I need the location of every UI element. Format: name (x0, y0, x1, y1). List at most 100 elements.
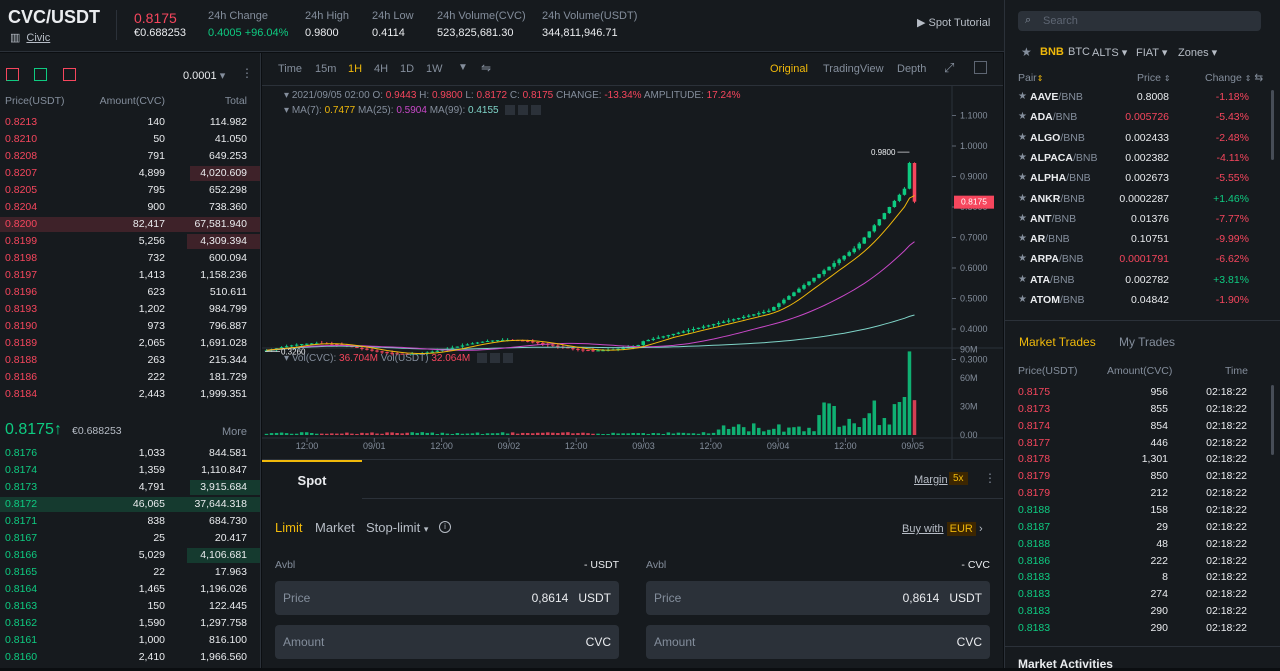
market-search-input[interactable]: ⌕ Search (1018, 11, 1261, 31)
col-change[interactable]: Change ⇕ ⇆ (1205, 72, 1264, 84)
eye-icon[interactable] (505, 105, 516, 116)
orderbook-row[interactable]: 0.8210 50 41.050 (0, 131, 260, 148)
col-pair[interactable]: Pair⇕ (1018, 72, 1044, 84)
eye-icon[interactable] (477, 353, 488, 364)
orderbook-row[interactable]: 0.8204 900 738.360 (0, 199, 260, 216)
indicator-settings-icon[interactable]: ⇋ (481, 61, 492, 75)
view-asks-icon[interactable] (62, 68, 76, 81)
favorite-star-icon[interactable]: ★ (1018, 111, 1027, 123)
orderbook-row[interactable]: 0.8196 623 510.611 (0, 284, 260, 301)
market-pair-row[interactable]: ★ ALPHA/BNB 0.002673 -5.55% (1005, 168, 1275, 188)
favorite-star-icon[interactable]: ★ (1018, 294, 1027, 305)
settings-icon[interactable] (489, 353, 500, 364)
interval-tab-time[interactable]: Time (278, 63, 303, 75)
coin-name-link[interactable]: Civic (26, 32, 51, 44)
orderbook-row[interactable]: 0.8172 46,065 37,644.318 (0, 496, 260, 513)
tab-my-trades[interactable]: My Trades (1119, 335, 1176, 349)
margin-link[interactable]: Margin (914, 474, 948, 486)
market-pair-row[interactable]: ★ ALPACA/BNB 0.002382 -4.11% (1005, 148, 1275, 168)
more-link[interactable]: More (221, 426, 247, 438)
candlestick-chart[interactable]: 1.10001.00000.90000.80000.70000.60000.50… (262, 86, 1003, 459)
orderbook-row[interactable]: 0.8162 1,590 1,297.758 (0, 615, 260, 632)
market-pair-row[interactable]: ★ ATA/BNB 0.002782 +3.81% (1005, 270, 1275, 290)
market-pair-row[interactable]: ★ ATOM/BNB 0.04842 -1.90% (1005, 290, 1275, 310)
interval-tab-1d[interactable]: 1D (400, 63, 415, 75)
settings-icon[interactable] (518, 105, 529, 116)
interval-dropdown-icon[interactable]: ▼ (458, 62, 468, 73)
orderbook-row[interactable]: 0.8207 4,899 4,020.609 (0, 165, 260, 182)
interval-tab-1h[interactable]: 1H (348, 63, 363, 75)
spot-tutorial-link[interactable]: ▶ Spot Tutorial (917, 17, 991, 29)
orderbook-row[interactable]: 0.8167 25 20.417 (0, 530, 260, 547)
favorite-star-icon[interactable]: ★ (1018, 172, 1027, 184)
favorite-star-icon[interactable]: ★ (1018, 212, 1027, 224)
trades-scrollbar[interactable] (1271, 385, 1274, 455)
view-tab-original[interactable]: Original (770, 63, 808, 75)
favorite-star-icon[interactable]: ★ (1018, 151, 1027, 163)
orderbook-row[interactable]: 0.8160 2,410 1,966.560 (0, 649, 260, 666)
market-tab-0[interactable]: BNB (1040, 46, 1064, 58)
orderbook-row[interactable]: 0.8193 1,202 984.799 (0, 301, 260, 318)
buy-price-input[interactable]: Price 0,8614 USDT (275, 581, 619, 615)
info-icon[interactable]: i (439, 521, 451, 533)
order-type-limit[interactable]: Limit (275, 520, 303, 535)
favorite-star-icon[interactable]: ★ (1018, 192, 1027, 204)
market-pair-row[interactable]: ★ ADA/BNB 0.005726 -5.43% (1005, 107, 1275, 127)
market-pair-row[interactable]: ★ ANT/BNB 0.01376 -7.77% (1005, 209, 1275, 229)
favorite-star-icon[interactable]: ★ (1018, 131, 1027, 143)
interval-tab-4h[interactable]: 4H (374, 63, 389, 75)
tab-market-trades[interactable]: Market Trades (1019, 335, 1096, 349)
orderbook-row[interactable]: 0.8174 1,359 1,110.847 (0, 462, 260, 479)
close-icon[interactable] (530, 105, 541, 116)
favorite-star-icon[interactable]: ★ (1018, 273, 1027, 285)
view-tab-tradingview[interactable]: TradingView (823, 63, 884, 75)
orderbook-row[interactable]: 0.8200 82,417 67,581.940 (0, 216, 260, 233)
favorite-star-icon[interactable]: ★ (1018, 91, 1027, 102)
sell-price-input[interactable]: Price 0,8614 USDT (646, 581, 990, 615)
orderbook-row[interactable]: 0.8197 1,413 1,158.236 (0, 267, 260, 284)
orderbook-row[interactable]: 0.8161 1,000 816.100 (0, 632, 260, 649)
interval-tab-15m[interactable]: 15m (315, 63, 337, 75)
orderbook-row[interactable]: 0.8198 732 600.094 (0, 250, 260, 267)
orderbook-row[interactable]: 0.8190 973 796.887 (0, 318, 260, 335)
orderbook-row[interactable]: 0.8189 2,065 1,691.028 (0, 335, 260, 352)
interval-tab-1w[interactable]: 1W (426, 63, 443, 75)
orderbook-row[interactable]: 0.8205 795 652.298 (0, 182, 260, 199)
market-tab-1[interactable]: BTC (1068, 46, 1090, 58)
orderbook-row[interactable]: 0.8173 4,791 3,915.684 (0, 479, 260, 496)
market-pair-row[interactable]: ★ ANKR/BNB 0.0002287 +1.46% (1005, 189, 1275, 209)
orderbook-row[interactable]: 0.8199 5,256 4,309.394 (0, 233, 260, 250)
precision-select[interactable]: 0.0001 ▾ (183, 70, 226, 82)
orderbook-row[interactable]: 0.8164 1,465 1,196.026 (0, 581, 260, 598)
orderbook-row[interactable]: 0.8171 838 684.730 (0, 513, 260, 530)
more-options-icon[interactable]: ⋮ (984, 471, 996, 485)
order-type-stop-limit[interactable]: Stop-limit ▾ (366, 520, 429, 535)
fullscreen-icon[interactable]: ⤢ (944, 60, 955, 75)
layout-grid-icon[interactable] (974, 61, 987, 74)
buy-with-link[interactable]: Buy with EUR › (902, 522, 983, 536)
orderbook-row[interactable]: 0.8165 22 17.963 (0, 564, 260, 581)
tab-spot[interactable]: Spot (262, 460, 362, 500)
orderbook-row[interactable]: 0.8166 5,029 4,106.681 (0, 547, 260, 564)
markets-scrollbar[interactable] (1271, 90, 1274, 160)
orderbook-row[interactable]: 0.8184 2,443 1,999.351 (0, 386, 260, 403)
order-type-market[interactable]: Market (315, 520, 355, 535)
favorite-star-icon[interactable]: ★ (1018, 253, 1027, 265)
market-tab-3[interactable]: FIAT ▾ (1136, 47, 1168, 59)
view-both-icon[interactable] (6, 68, 19, 81)
orderbook-row[interactable]: 0.8188 263 215.344 (0, 352, 260, 369)
more-options-icon[interactable]: ⋮ (241, 66, 253, 80)
orderbook-row[interactable]: 0.8163 150 122.445 (0, 598, 260, 615)
favorite-star-icon[interactable]: ★ (1018, 233, 1027, 245)
orderbook-row[interactable]: 0.8213 140 114.982 (0, 114, 260, 131)
market-pair-row[interactable]: ★ ARPA/BNB 0.0001791 -6.62% (1005, 249, 1275, 269)
orderbook-row[interactable]: 0.8176 1,033 844.581 (0, 445, 260, 462)
market-tab-2[interactable]: ALTS ▾ (1092, 47, 1128, 59)
market-pair-row[interactable]: ★ ALGO/BNB 0.002433 -2.48% (1005, 128, 1275, 148)
view-bids-icon[interactable] (34, 68, 48, 81)
favorites-icon[interactable]: ★ (1021, 45, 1032, 59)
col-price[interactable]: Price ⇕ (1137, 72, 1171, 84)
market-pair-row[interactable]: ★ AR/BNB 0.10751 -9.99% (1005, 229, 1275, 249)
buy-amount-input[interactable]: Amount CVC (275, 625, 619, 659)
close-icon[interactable] (502, 353, 513, 364)
